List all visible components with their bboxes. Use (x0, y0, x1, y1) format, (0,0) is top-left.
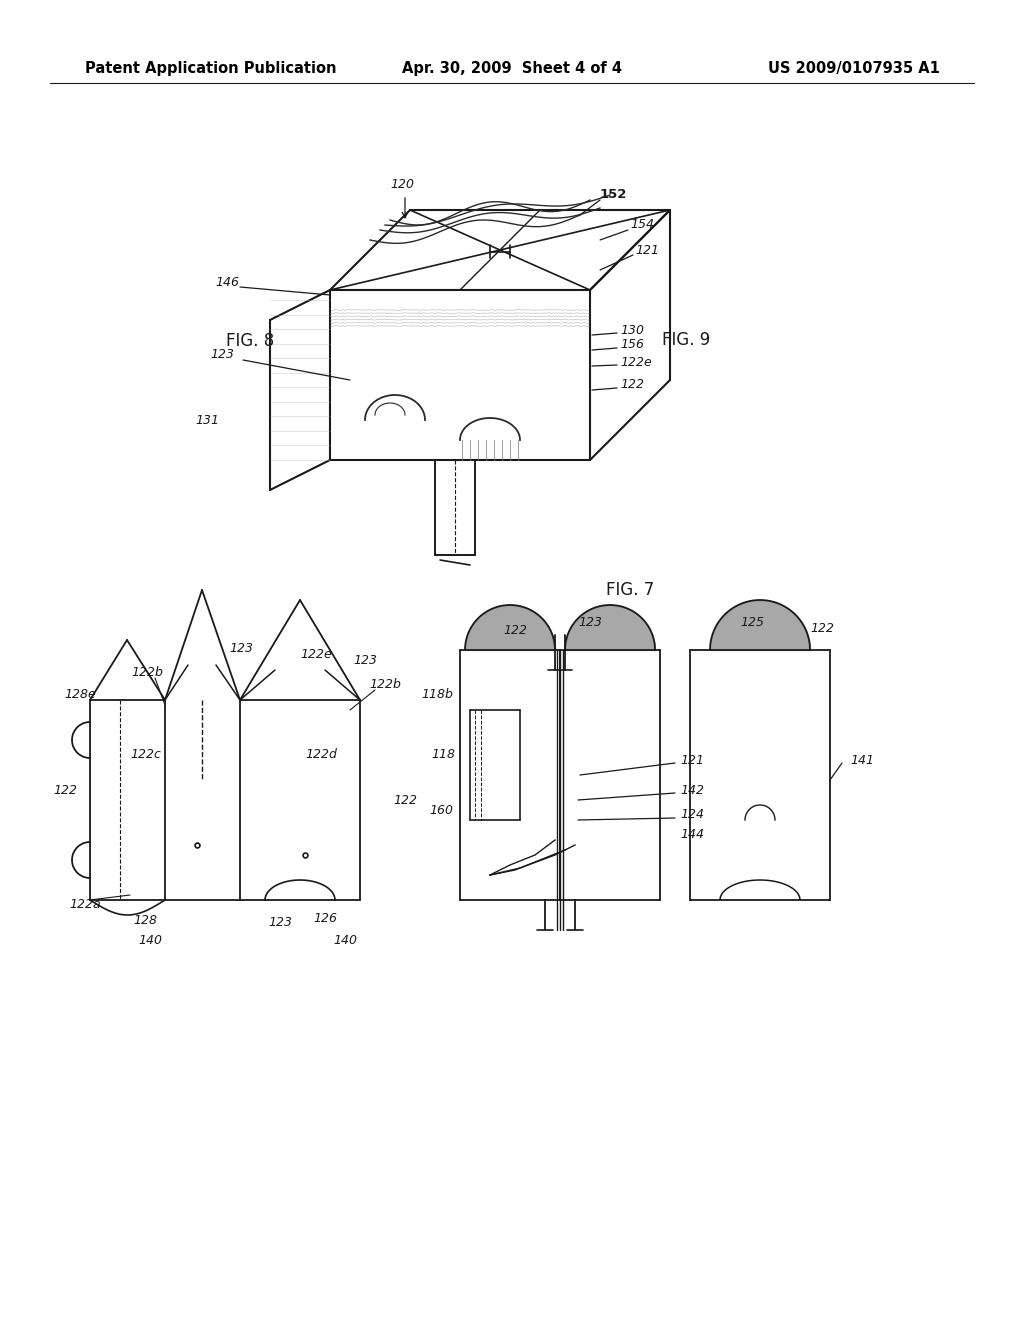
Text: 122: 122 (503, 623, 527, 636)
Text: FIG. 8: FIG. 8 (226, 331, 274, 350)
Text: 122c: 122c (130, 748, 161, 762)
Text: 142: 142 (680, 784, 705, 796)
Text: 121: 121 (680, 754, 705, 767)
Text: 122a: 122a (70, 899, 100, 912)
Text: 118: 118 (431, 748, 455, 762)
Text: 123: 123 (578, 615, 602, 628)
Text: 140: 140 (333, 933, 357, 946)
Text: 126: 126 (313, 912, 337, 924)
Text: 141: 141 (850, 754, 874, 767)
Text: FIG. 7: FIG. 7 (606, 581, 654, 599)
Text: 152: 152 (600, 189, 628, 202)
Text: 122: 122 (53, 784, 77, 796)
Text: 122e: 122e (300, 648, 332, 661)
Text: 121: 121 (635, 243, 659, 256)
Text: Patent Application Publication: Patent Application Publication (85, 61, 337, 75)
Text: 125: 125 (740, 615, 764, 628)
Text: 154: 154 (630, 219, 654, 231)
Text: 123: 123 (229, 642, 253, 655)
Text: 120: 120 (390, 178, 414, 191)
Text: 144: 144 (680, 829, 705, 842)
Text: 122b: 122b (131, 665, 163, 678)
Text: 140: 140 (138, 933, 162, 946)
Text: 131: 131 (195, 413, 219, 426)
Text: 122e: 122e (620, 355, 651, 368)
Text: 122d: 122d (305, 748, 337, 762)
Text: 122b: 122b (369, 678, 401, 692)
Text: 156: 156 (620, 338, 644, 351)
Text: 123: 123 (353, 653, 377, 667)
Text: 124: 124 (680, 808, 705, 821)
Text: 160: 160 (429, 804, 453, 817)
Text: 123: 123 (210, 348, 234, 362)
Text: 146: 146 (215, 276, 239, 289)
Text: US 2009/0107935 A1: US 2009/0107935 A1 (768, 61, 940, 75)
Text: FIG. 9: FIG. 9 (662, 331, 710, 348)
Text: 122: 122 (620, 379, 644, 392)
Text: Apr. 30, 2009  Sheet 4 of 4: Apr. 30, 2009 Sheet 4 of 4 (402, 61, 622, 75)
Text: 128: 128 (133, 913, 157, 927)
Text: 130: 130 (620, 323, 644, 337)
Text: 128e: 128e (65, 689, 96, 701)
Text: 123: 123 (268, 916, 292, 929)
Text: 122: 122 (810, 622, 834, 635)
Text: 122: 122 (393, 793, 417, 807)
Text: 118b: 118b (421, 689, 453, 701)
